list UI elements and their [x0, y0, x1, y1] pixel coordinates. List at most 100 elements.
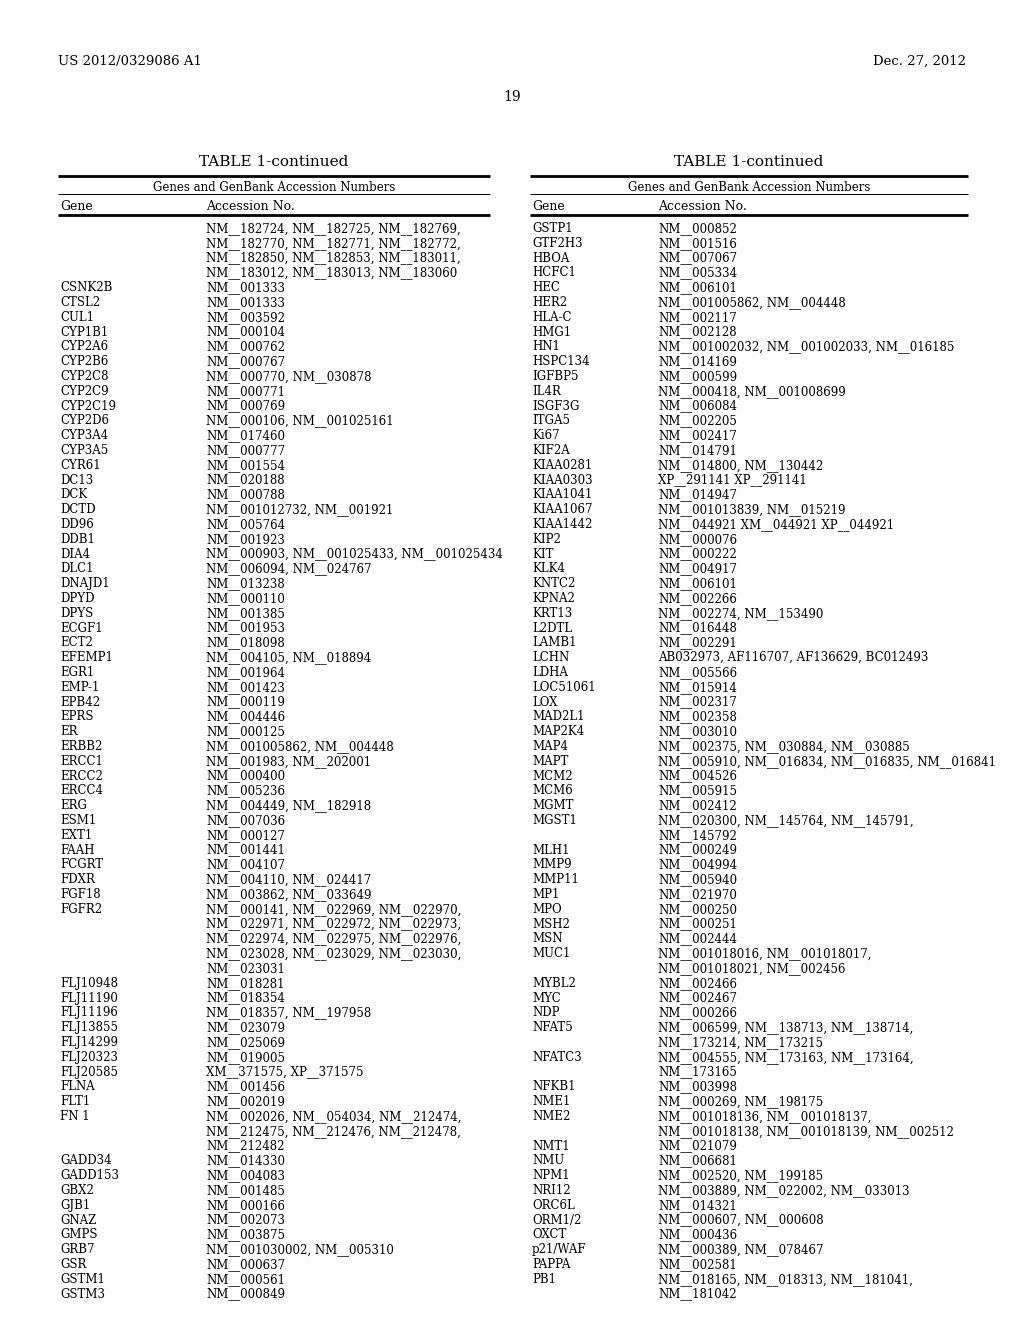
- Text: LOX: LOX: [532, 696, 557, 709]
- Text: NM__001423: NM__001423: [206, 681, 285, 694]
- Text: EXT1: EXT1: [60, 829, 92, 842]
- Text: KIAA1067: KIAA1067: [532, 503, 593, 516]
- Text: NM__002375, NM__030884, NM__030885: NM__002375, NM__030884, NM__030885: [658, 741, 909, 752]
- Text: FGFR2: FGFR2: [60, 903, 102, 916]
- Text: NM__001983, NM__202001: NM__001983, NM__202001: [206, 755, 371, 768]
- Text: FLJ20323: FLJ20323: [60, 1051, 118, 1064]
- Text: NM__001953: NM__001953: [206, 622, 285, 635]
- Text: DCTD: DCTD: [60, 503, 95, 516]
- Text: LCHN: LCHN: [532, 651, 569, 664]
- Text: GBX2: GBX2: [60, 1184, 94, 1197]
- Text: HCFC1: HCFC1: [532, 267, 575, 280]
- Text: ERBB2: ERBB2: [60, 741, 102, 752]
- Text: NM__001018138, NM__001018139, NM__002512: NM__001018138, NM__001018139, NM__002512: [658, 1125, 954, 1138]
- Text: NM__181042: NM__181042: [658, 1287, 736, 1300]
- Text: NM__005915: NM__005915: [658, 784, 737, 797]
- Text: KLK4: KLK4: [532, 562, 565, 576]
- Text: NM__000607, NM__000608: NM__000607, NM__000608: [658, 1213, 823, 1226]
- Text: NM__000436: NM__000436: [658, 1229, 737, 1241]
- Text: CYP2C9: CYP2C9: [60, 385, 109, 397]
- Text: KRT13: KRT13: [532, 607, 572, 620]
- Text: FLJ14299: FLJ14299: [60, 1036, 118, 1049]
- Text: MCM2: MCM2: [532, 770, 572, 783]
- Text: FLJ10948: FLJ10948: [60, 977, 118, 990]
- Text: NM__018281: NM__018281: [206, 977, 285, 990]
- Text: NM__173165: NM__173165: [658, 1065, 737, 1078]
- Text: GADD153: GADD153: [60, 1170, 119, 1183]
- Text: NM__021970: NM__021970: [658, 888, 737, 902]
- Text: NM__000119: NM__000119: [206, 696, 285, 709]
- Text: CYP3A4: CYP3A4: [60, 429, 109, 442]
- Text: ERG: ERG: [60, 799, 87, 812]
- Text: MAP2K4: MAP2K4: [532, 725, 585, 738]
- Text: NM__021079: NM__021079: [658, 1139, 737, 1152]
- Text: NM__004917: NM__004917: [658, 562, 737, 576]
- Text: EPRS: EPRS: [60, 710, 93, 723]
- Text: HLA-C: HLA-C: [532, 310, 571, 323]
- Text: 19: 19: [503, 90, 521, 104]
- Text: NM__005236: NM__005236: [206, 784, 285, 797]
- Text: NM__023031: NM__023031: [206, 962, 285, 975]
- Text: NM__005940: NM__005940: [658, 874, 737, 886]
- Text: NM__007036: NM__007036: [206, 814, 285, 828]
- Text: NM__000599: NM__000599: [658, 370, 737, 383]
- Text: NM__006599, NM__138713, NM__138714,: NM__006599, NM__138713, NM__138714,: [658, 1022, 913, 1034]
- Text: FAAH: FAAH: [60, 843, 94, 857]
- Text: NM__002128: NM__002128: [658, 326, 736, 339]
- Text: MGMT: MGMT: [532, 799, 573, 812]
- Text: FGF18: FGF18: [60, 888, 100, 902]
- Text: NM__001013839, NM__015219: NM__001013839, NM__015219: [658, 503, 846, 516]
- Text: NM__182770, NM__182771, NM__182772,: NM__182770, NM__182771, NM__182772,: [206, 236, 461, 249]
- Text: DLC1: DLC1: [60, 562, 93, 576]
- Text: NM__000777: NM__000777: [206, 444, 285, 457]
- Text: HSPC134: HSPC134: [532, 355, 590, 368]
- Text: NM__001456: NM__001456: [206, 1080, 285, 1093]
- Text: NM__001005862, NM__004448: NM__001005862, NM__004448: [658, 296, 846, 309]
- Text: NM__006101: NM__006101: [658, 281, 737, 294]
- Text: NM__000076: NM__000076: [658, 533, 737, 545]
- Text: NM__182850, NM__182853, NM__183011,: NM__182850, NM__182853, NM__183011,: [206, 252, 461, 264]
- Text: MP1: MP1: [532, 888, 559, 902]
- Text: NM__018354: NM__018354: [206, 991, 285, 1005]
- Text: NM__001333: NM__001333: [206, 296, 285, 309]
- Text: AB032973, AF116707, AF136629, BC012493: AB032973, AF116707, AF136629, BC012493: [658, 651, 929, 664]
- Text: NM__005764: NM__005764: [206, 517, 285, 531]
- Text: DDB1: DDB1: [60, 533, 95, 545]
- Text: NM__001030002, NM__005310: NM__001030002, NM__005310: [206, 1243, 394, 1257]
- Text: NM__000561: NM__000561: [206, 1272, 285, 1286]
- Text: LAMB1: LAMB1: [532, 636, 577, 649]
- Text: EGR1: EGR1: [60, 667, 94, 678]
- Text: NM__006084: NM__006084: [658, 400, 737, 413]
- Text: NDP: NDP: [532, 1006, 559, 1019]
- Text: CYR61: CYR61: [60, 459, 100, 471]
- Text: NM__002417: NM__002417: [658, 429, 737, 442]
- Text: OXCT: OXCT: [532, 1229, 566, 1241]
- Text: MUC1: MUC1: [532, 948, 570, 960]
- Text: ERCC2: ERCC2: [60, 770, 102, 783]
- Text: NM__017460: NM__017460: [206, 429, 285, 442]
- Text: NM__000767: NM__000767: [206, 355, 285, 368]
- Text: NM__000106, NM__001025161: NM__000106, NM__001025161: [206, 414, 393, 428]
- Text: NM__000127: NM__000127: [206, 829, 285, 842]
- Text: CYP2B6: CYP2B6: [60, 355, 109, 368]
- Text: DCK: DCK: [60, 488, 87, 502]
- Text: FLJ13855: FLJ13855: [60, 1022, 118, 1034]
- Text: KIT: KIT: [532, 548, 554, 561]
- Text: NM__002019: NM__002019: [206, 1096, 285, 1109]
- Text: LOC51061: LOC51061: [532, 681, 596, 694]
- Text: NM__000222: NM__000222: [658, 548, 736, 561]
- Text: NM__014800, NM__130442: NM__014800, NM__130442: [658, 459, 823, 471]
- Text: XM__371575, XP__371575: XM__371575, XP__371575: [206, 1065, 364, 1078]
- Text: FLT1: FLT1: [60, 1096, 90, 1109]
- Text: NM__018098: NM__018098: [206, 636, 285, 649]
- Text: NM__002073: NM__002073: [206, 1213, 285, 1226]
- Text: NM__000903, NM__001025433, NM__001025434: NM__000903, NM__001025433, NM__001025434: [206, 548, 503, 561]
- Text: Ki67: Ki67: [532, 429, 560, 442]
- Text: HBOA: HBOA: [532, 252, 569, 264]
- Text: NM__002444: NM__002444: [658, 932, 737, 945]
- Text: NM__002412: NM__002412: [658, 799, 736, 812]
- Text: KIAA0303: KIAA0303: [532, 474, 593, 487]
- Text: NM__004994: NM__004994: [658, 858, 737, 871]
- Text: NM__022971, NM__022972, NM__022973,: NM__022971, NM__022972, NM__022973,: [206, 917, 461, 931]
- Text: CTSL2: CTSL2: [60, 296, 100, 309]
